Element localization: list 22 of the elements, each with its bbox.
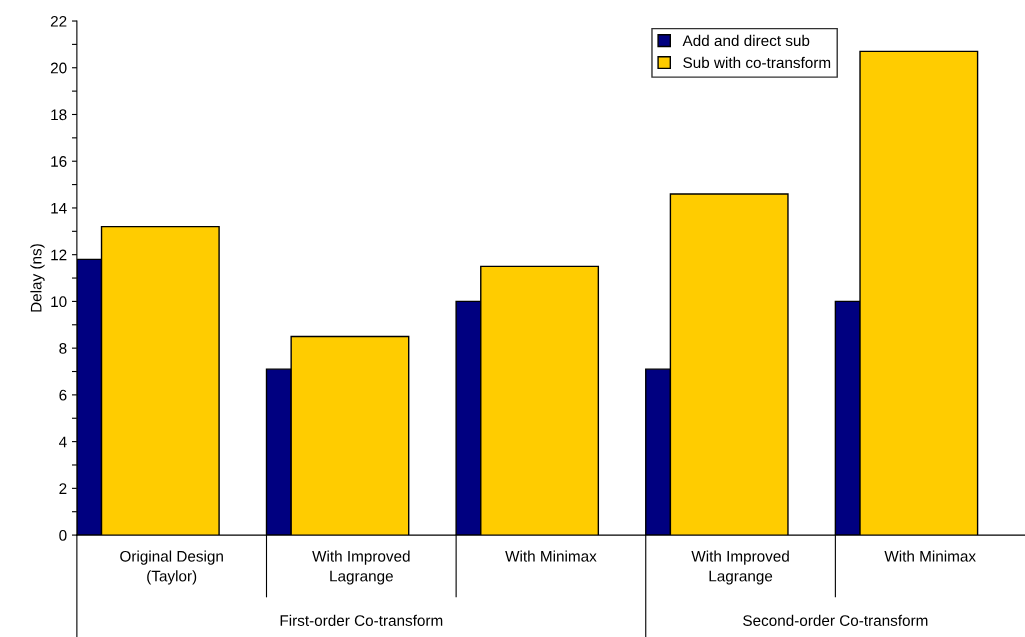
y-tick-label: 22 — [50, 15, 67, 27]
y-axis-title: Delay (ns) — [30, 244, 45, 312]
x-tick-label: With Improved Lagrange — [312, 550, 410, 585]
text: First-order Co-transform — [280, 614, 443, 626]
y-tick-label: 16 — [51, 156, 67, 167]
y-tick-label: 4 — [59, 436, 67, 448]
y-tick-label: 20 — [50, 62, 67, 74]
y-tick-label: 8 — [59, 343, 67, 354]
text: Second-order Co-transform — [743, 614, 928, 626]
y-tick-label: 2 — [59, 483, 67, 494]
y-tick-label: 6 — [59, 389, 67, 401]
legend-label: Add and direct sub — [682, 34, 810, 47]
y-tick-label: 10 — [51, 296, 67, 308]
y-tick-label: 0 — [59, 529, 67, 541]
x-tick-label: With Improved Lagrange — [691, 550, 789, 585]
y-tick-label: 18 — [51, 109, 67, 121]
x-tick-label: With Minimax — [505, 550, 597, 562]
legend-label: Sub with co-transform — [683, 56, 831, 69]
y-tick-label: 14 — [51, 202, 67, 214]
x-tick-label: With Minimax — [884, 550, 976, 562]
x-tick-label: Original Design (Taylor) — [120, 550, 223, 585]
y-tick-label: 12 — [51, 249, 67, 261]
